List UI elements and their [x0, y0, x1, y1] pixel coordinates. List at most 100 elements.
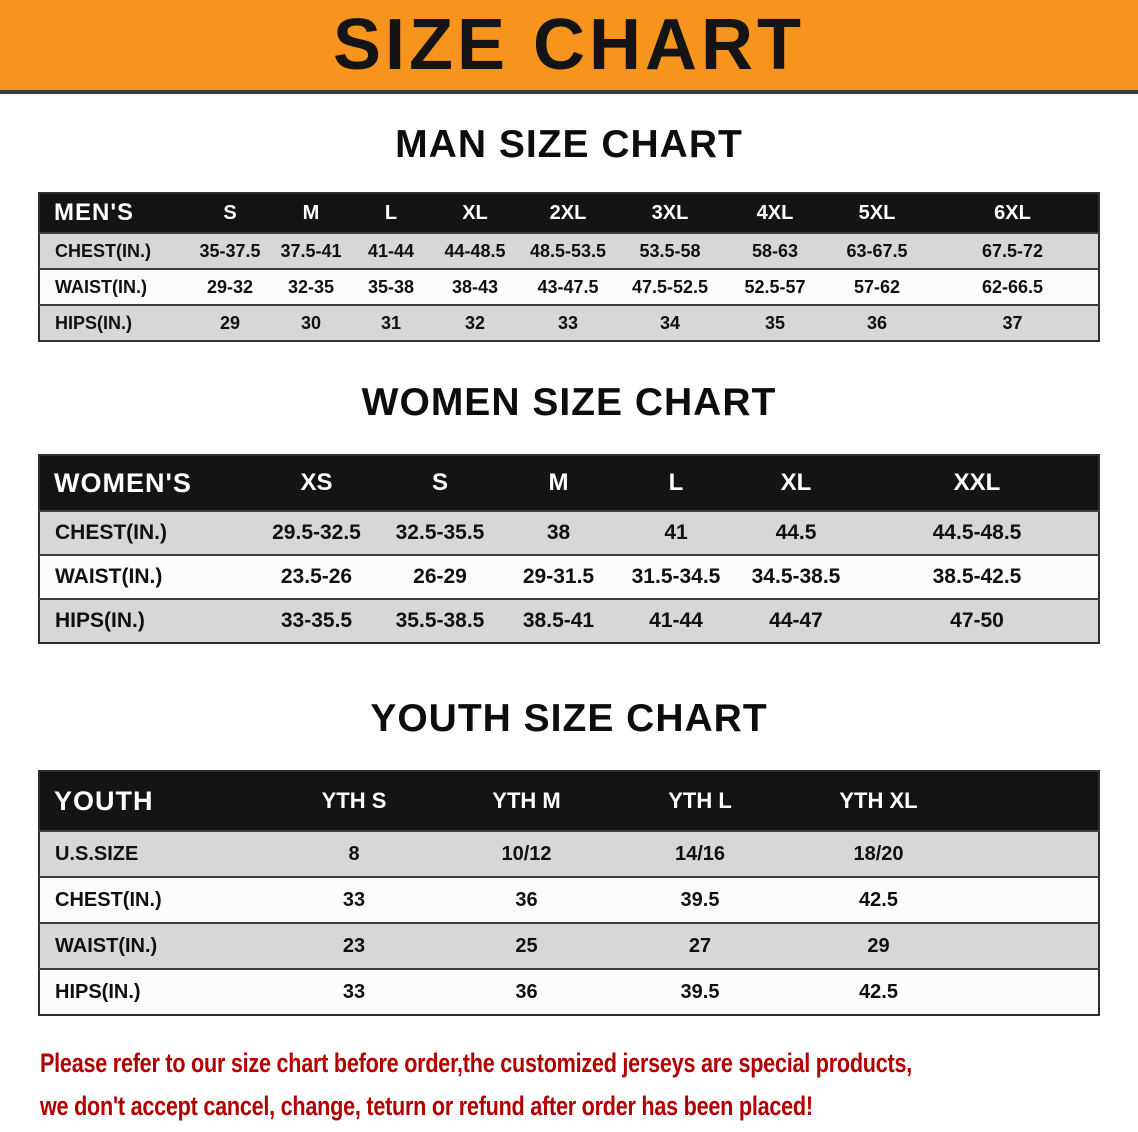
size-value: 35-38: [351, 268, 431, 305]
section-heading-youth: YOUTH SIZE CHART: [370, 697, 768, 740]
size-column-header: S: [223, 201, 237, 224]
table-row: HIPS(IN.) 33-35.5 35.5-38.5 38.5-41 41-44 44-…: [39, 598, 1099, 643]
table-row: CHEST(IN.) 29.5-32.5 32.5-35.5 38 41 44.5 44.5…: [39, 510, 1099, 555]
size-value: 47-50: [856, 598, 1099, 643]
size-column-header: L: [384, 201, 398, 224]
size-value: 29-32: [189, 268, 271, 305]
table-row: CHEST(IN.) 35-37.5 37.5-41 41-44 44-48.5 48.5…: [39, 232, 1099, 269]
mens-size-table: MEN'S S M L XL 2XL 3XL 4XL 5XL 6XL CHEST(IN.) 35-37…: [38, 192, 1100, 342]
size-value: 31.5-34.5: [616, 554, 736, 599]
footer-warning: Please refer to our size chart before or…: [0, 1042, 1138, 1128]
size-column-header: L: [668, 469, 684, 496]
section-heading-womens: WOMEN SIZE CHART: [361, 381, 777, 424]
size-column-header: 3XL: [651, 201, 689, 224]
spacer-cell: [971, 922, 1099, 969]
size-value: 10/12: [439, 830, 614, 877]
size-value: 35.5-38.5: [379, 598, 501, 643]
size-column-header: XS: [300, 469, 333, 496]
row-label: CHEST(IN.): [39, 876, 269, 923]
size-column-header: S: [431, 469, 448, 496]
size-column-header: M: [548, 469, 569, 496]
size-value: 67.5-72: [927, 232, 1099, 269]
size-value: 33: [269, 968, 439, 1015]
size-value: 31: [351, 304, 431, 341]
row-label: CHEST(IN.): [39, 232, 189, 269]
size-column-header: 5XL: [858, 201, 896, 224]
size-value: 25: [439, 922, 614, 969]
spacer-cell: [971, 771, 1099, 831]
spacer-cell: [971, 876, 1099, 923]
size-value: 35-37.5: [189, 232, 271, 269]
table-header-row: YOUTH YTH S YTH M YTH L YTH XL: [39, 771, 1099, 831]
size-value: 32.5-35.5: [379, 510, 501, 555]
size-value: 8: [269, 830, 439, 877]
size-value: 48.5-53.5: [519, 232, 617, 269]
size-value: 33-35.5: [254, 598, 379, 643]
row-label: HIPS(IN.): [39, 598, 254, 643]
size-value: 58-63: [723, 232, 827, 269]
size-value: 38.5-42.5: [856, 554, 1099, 599]
size-value: 52.5-57: [723, 268, 827, 305]
size-column-header: M: [302, 201, 320, 224]
size-value: 44.5: [736, 510, 856, 555]
size-value: 32-35: [271, 268, 351, 305]
size-value: 34: [617, 304, 723, 341]
size-value: 36: [439, 968, 614, 1015]
table-row: WAIST(IN.) 29-32 32-35 35-38 38-43 43-47.5 47.…: [39, 268, 1099, 305]
size-value: 38: [501, 510, 616, 555]
size-value: 30: [271, 304, 351, 341]
table-row: U.S.SIZE 8 10/12 14/16 18/20: [39, 830, 1099, 877]
size-value: 38-43: [431, 268, 519, 305]
size-column-header: 6XL: [994, 201, 1031, 224]
size-value: 29-31.5: [501, 554, 616, 599]
size-value: 29.5-32.5: [254, 510, 379, 555]
size-value: 14/16: [614, 830, 786, 877]
size-value: 29: [786, 922, 971, 969]
size-value: 57-62: [827, 268, 927, 305]
size-value: 38.5-41: [501, 598, 616, 643]
size-column-header: YTH M: [492, 788, 561, 813]
size-column-header: YTH L: [668, 788, 732, 813]
table-row: HIPS(IN.) 29 30 31 32 33 34 35 36 37: [39, 304, 1099, 341]
size-value: 41: [616, 510, 736, 555]
size-value: 33: [269, 876, 439, 923]
row-label: WAIST(IN.): [39, 554, 254, 599]
table-row: CHEST(IN.) 33 36 39.5 42.5: [39, 876, 1099, 923]
size-column-header: XXL: [953, 469, 1001, 496]
size-column-header: XL: [462, 201, 488, 224]
spacer-cell: [971, 968, 1099, 1015]
row-label: WAIST(IN.): [39, 922, 269, 969]
size-value: 44.5-48.5: [856, 510, 1099, 555]
size-value: 39.5: [614, 876, 786, 923]
size-value: 39.5: [614, 968, 786, 1015]
size-column-header: YTH S: [321, 788, 387, 813]
size-value: 37: [927, 304, 1099, 341]
spacer-cell: [971, 830, 1099, 877]
size-value: 29: [189, 304, 271, 341]
size-value: 44-48.5: [431, 232, 519, 269]
row-label: U.S.SIZE: [39, 830, 269, 877]
size-chart-title: SIZE CHART: [333, 5, 805, 85]
size-value: 32: [431, 304, 519, 341]
size-value: 42.5: [786, 876, 971, 923]
row-label: HIPS(IN.): [39, 968, 269, 1015]
table-row: WAIST(IN.) 23.5-26 26-29 29-31.5 31.5-34.5 34…: [39, 554, 1099, 599]
size-column-header: 2XL: [549, 201, 587, 224]
size-value: 23: [269, 922, 439, 969]
size-value: 47.5-52.5: [617, 268, 723, 305]
size-value: 43-47.5: [519, 268, 617, 305]
size-value: 35: [723, 304, 827, 341]
row-label: HIPS(IN.): [39, 304, 189, 341]
footer-warning-line-2: we don't accept cancel, change, teturn o…: [40, 1091, 813, 1121]
table-corner-label: YOUTH: [54, 785, 154, 816]
size-value: 26-29: [379, 554, 501, 599]
footer-warning-line-1: Please refer to our size chart before or…: [40, 1048, 913, 1078]
size-column-header: YTH XL: [839, 788, 918, 813]
table-header-row: MEN'S S M L XL 2XL 3XL 4XL 5XL 6XL: [39, 193, 1099, 233]
size-value: 42.5: [786, 968, 971, 1015]
size-value: 36: [439, 876, 614, 923]
size-column-header: XL: [780, 469, 812, 496]
size-chart-sections: MAN SIZE CHART MEN'S S M L XL 2XL 3XL 4XL 5XL 6XL C…: [0, 122, 1138, 1016]
row-label: CHEST(IN.): [39, 510, 254, 555]
